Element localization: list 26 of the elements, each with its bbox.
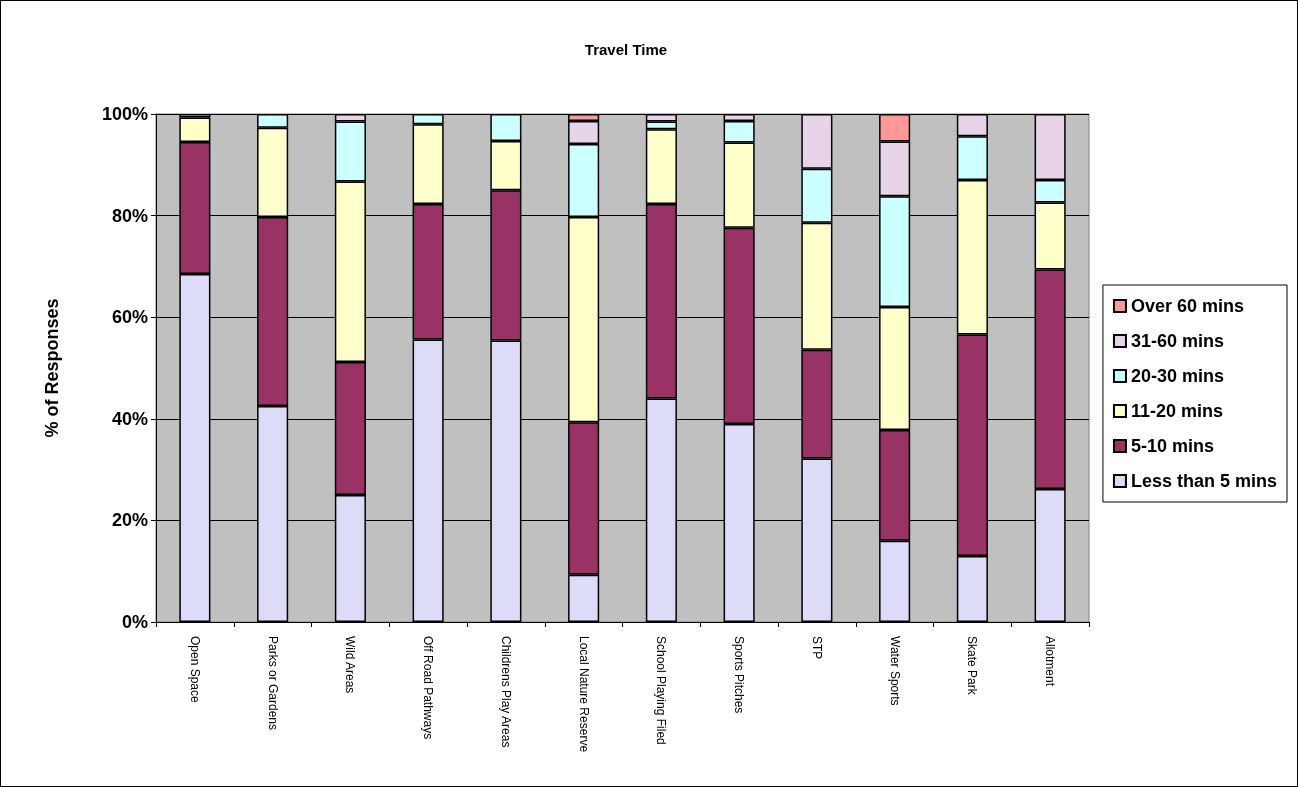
legend-label: 5-10 mins [1130, 436, 1214, 456]
y-tick-label: 80% [111, 205, 148, 226]
x-tick-label: Parks or Gardens [265, 636, 280, 731]
x-tick-label: Sports Pitches [732, 636, 747, 714]
x-tick-label: Allotment [1043, 636, 1058, 687]
chart-title: Travel Time [584, 41, 668, 58]
y-tick-label: 20% [111, 510, 148, 531]
legend-label: Over 60 mins [1130, 296, 1245, 316]
legend-label: 20-30 mins [1130, 366, 1225, 386]
legend-label: 31-60 mins [1130, 331, 1225, 351]
x-tick-label: Off Road Pathways [421, 636, 436, 740]
x-tick-label: School Playing Filed [654, 636, 669, 745]
legend-label: Less than 5 mins [1130, 471, 1278, 491]
x-tick-label: Childrens Play Areas [498, 636, 513, 748]
y-tick-label: 100% [101, 104, 148, 124]
y-tick-label: 40% [111, 408, 148, 429]
x-tick-label: Water Sports [887, 636, 902, 706]
y-axis-title: % of Responses [42, 298, 62, 438]
x-tick-label: STP [809, 636, 824, 660]
x-tick-label: Skate Park [965, 636, 980, 696]
legend-label: 11-20 mins [1130, 401, 1224, 421]
y-tick-label: 0% [121, 612, 148, 632]
y-tick-label: 60% [111, 307, 148, 328]
x-tick-label: Open Space [187, 636, 202, 704]
x-tick-label: Wild Areas [343, 636, 358, 694]
x-tick-label: Local Nature Reserve [576, 636, 591, 753]
